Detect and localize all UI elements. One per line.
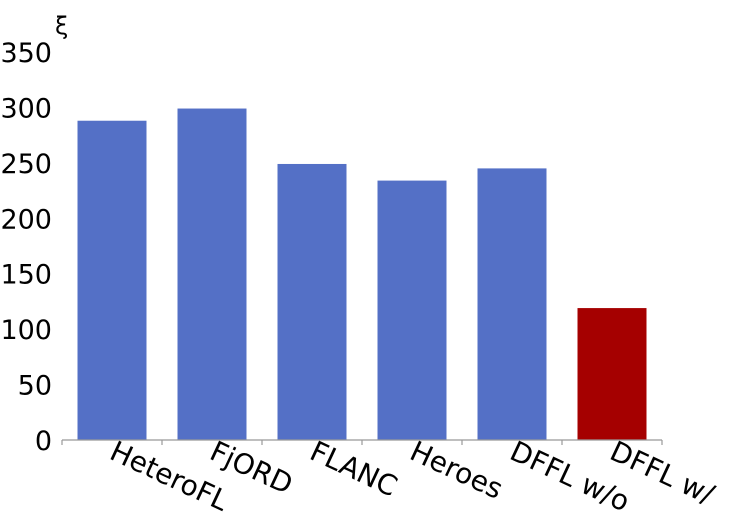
y-tick-label: 300 bbox=[0, 93, 52, 124]
y-axis-label: ξ bbox=[55, 12, 68, 40]
y-tick-label: 50 bbox=[18, 371, 52, 402]
y-tick-label: 350 bbox=[0, 38, 52, 69]
y-tick-label: 250 bbox=[0, 149, 52, 180]
bar bbox=[277, 163, 347, 441]
y-tick-label: 0 bbox=[35, 426, 52, 457]
bars bbox=[77, 108, 647, 441]
x-tick-label: Heroes bbox=[405, 434, 508, 505]
bar bbox=[177, 108, 247, 440]
bar bbox=[377, 180, 447, 440]
y-tick-label: 100 bbox=[0, 315, 52, 346]
bar bbox=[477, 168, 547, 440]
bar bbox=[77, 120, 147, 440]
y-axis: 0 50 100 150 200 250 300 350 bbox=[0, 38, 52, 457]
y-tick-label: 150 bbox=[0, 260, 52, 291]
bar bbox=[577, 308, 647, 440]
x-tick-label: FLANC bbox=[305, 434, 402, 503]
y-tick-label: 200 bbox=[0, 204, 52, 235]
